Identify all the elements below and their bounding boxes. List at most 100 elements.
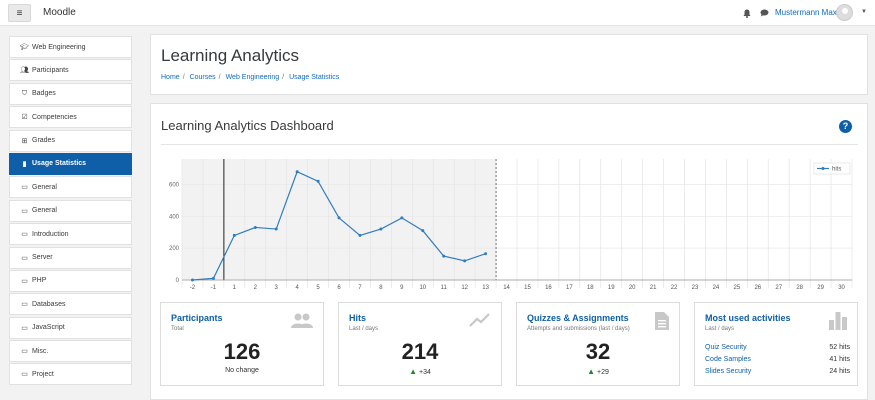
- sidebar-item-participants[interactable]: 👥︎ Participants: [9, 59, 132, 82]
- card-title[interactable]: Quizzes & Assignments: [527, 313, 629, 323]
- sidebar-item-label: PHP: [32, 277, 47, 285]
- x-tick-label: 4: [295, 285, 299, 291]
- sidebar-item-general[interactable]: ▭ General: [9, 176, 132, 199]
- card-title[interactable]: Participants: [171, 313, 223, 323]
- x-tick-label: 9: [400, 285, 404, 291]
- data-point: [442, 254, 446, 258]
- data-point: [211, 276, 215, 280]
- check-square-icon: ☑: [21, 114, 28, 122]
- sidebar-item-competencies[interactable]: ☑ Competencies: [9, 106, 132, 129]
- users-icon: [291, 313, 313, 328]
- sidebar-item-label: Web Engineering: [32, 43, 86, 51]
- breadcrumb-separator: /: [282, 74, 285, 81]
- data-point: [190, 278, 194, 282]
- sidebar-item-javascript[interactable]: ▭ JavaScript: [9, 316, 132, 339]
- folder-icon: ▭: [21, 254, 28, 262]
- bell-icon[interactable]: [743, 9, 751, 18]
- activity-hits: 41 hits: [829, 356, 850, 363]
- arrow-up-icon: ▲: [409, 367, 418, 376]
- sidebar-item-server[interactable]: ▭ Server: [9, 246, 132, 269]
- course-sidebar: 🎓︎ Web Engineering 👥︎ Participants ⛉ Badges…: [9, 36, 132, 400]
- page-title: Learning Analytics: [161, 46, 299, 65]
- sidebar-item-misc[interactable]: ▭ Misc.: [9, 340, 132, 363]
- sidebar-item-label: Participants: [32, 66, 69, 74]
- activity-hits: 24 hits: [829, 368, 850, 375]
- x-tick-label: 26: [754, 285, 761, 291]
- data-point: [316, 179, 320, 183]
- sidebar-item-label: Introduction: [32, 230, 69, 238]
- x-tick-label: 14: [503, 285, 510, 291]
- sidebar-item-label: General: [32, 183, 57, 191]
- hits-count: 214: [401, 339, 439, 364]
- divider: [161, 144, 858, 145]
- activities-card: Most used activities Last / days Quiz Se…: [694, 302, 858, 386]
- user-name[interactable]: Mustermann Max: [775, 8, 837, 17]
- sidebar-item-php[interactable]: ▭ PHP: [9, 269, 132, 292]
- x-tick-label: 25: [734, 285, 741, 291]
- x-tick-label: 13: [482, 285, 489, 291]
- x-tick-label: 23: [692, 285, 699, 291]
- folder-icon: ▭: [21, 277, 28, 285]
- sidebar-item-label: Databases: [32, 300, 66, 308]
- card-title[interactable]: Most used activities: [705, 313, 791, 323]
- x-tick-label: 24: [713, 285, 720, 291]
- folder-icon: ▭: [21, 207, 28, 215]
- data-point: [421, 229, 425, 233]
- participants-card: Participants Total 126 No change: [160, 302, 324, 386]
- sidebar-item-usage-statistics[interactable]: ▮ Usage Statistics: [9, 152, 132, 175]
- breadcrumb-course[interactable]: Web Engineering: [225, 74, 280, 81]
- hits-card: Hits Last / days 214 ▲ +34: [338, 302, 502, 386]
- activity-name[interactable]: Code Samples: [705, 356, 751, 363]
- sidebar-item-label: Project: [32, 370, 54, 378]
- sidebar-item-label: Usage Statistics: [32, 160, 87, 168]
- activity-name[interactable]: Quiz Security: [705, 344, 747, 351]
- x-tick-label: 16: [545, 285, 552, 291]
- sidebar-item-grades[interactable]: ⊞ Grades: [9, 129, 132, 152]
- sidebar-item-databases[interactable]: ▭ Databases: [9, 293, 132, 316]
- x-tick-label: 1: [233, 285, 237, 291]
- activity-row: Slides Security 24 hits: [705, 368, 850, 375]
- sidebar-item-project[interactable]: ▭ Project: [9, 363, 132, 386]
- x-tick-label: 2: [254, 285, 258, 291]
- card-title[interactable]: Hits: [349, 313, 367, 323]
- breadcrumb-home[interactable]: Home: [161, 74, 180, 81]
- quizzes-card: Quizzes & Assignments Attempts and submi…: [516, 302, 680, 386]
- sidebar-item-label: General: [32, 207, 57, 215]
- sidebar-item-introduction[interactable]: ▭ Introduction: [9, 223, 132, 246]
- sidebar-item-web-engineering[interactable]: 🎓︎ Web Engineering: [9, 36, 132, 58]
- sidebar-item-general-2[interactable]: ▭ General: [9, 199, 132, 222]
- site-brand[interactable]: Moodle: [43, 7, 76, 18]
- bar-chart-icon: ▮: [22, 160, 27, 168]
- activity-name[interactable]: Slides Security: [705, 368, 752, 375]
- hamburger-icon[interactable]: ≡: [8, 4, 31, 22]
- breadcrumb-current[interactable]: Usage Statistics: [289, 74, 340, 81]
- x-tick-label: 19: [608, 285, 615, 291]
- quizzes-count: 32: [585, 339, 611, 364]
- breadcrumb-courses[interactable]: Courses: [189, 74, 216, 81]
- x-tick-label: -1: [211, 285, 217, 291]
- x-tick-label: 12: [461, 285, 468, 291]
- legend-box: [813, 162, 851, 175]
- top-navbar: ≡ Moodle Mustermann Max ▼: [0, 0, 875, 26]
- avatar[interactable]: [836, 4, 853, 21]
- data-point: [337, 216, 341, 220]
- chevron-down-icon[interactable]: ▼: [861, 9, 867, 15]
- participants-count: 126: [223, 339, 261, 364]
- x-tick-label: 11: [441, 285, 448, 291]
- sidebar-item-label: Grades: [32, 137, 55, 145]
- data-point: [400, 216, 404, 220]
- x-tick-label: 7: [358, 285, 362, 291]
- help-icon[interactable]: ?: [839, 120, 852, 133]
- x-tick-label: -2: [190, 285, 196, 291]
- data-point: [463, 259, 467, 263]
- sidebar-item-label: Badges: [32, 90, 56, 98]
- legend-marker: [821, 167, 825, 170]
- chat-icon[interactable]: [760, 9, 769, 17]
- x-tick-label: 8: [379, 285, 383, 291]
- sidebar-item-badges[interactable]: ⛉ Badges: [9, 82, 132, 105]
- bar-chart-icon: [829, 312, 847, 330]
- sidebar-item-label: Misc.: [32, 347, 49, 355]
- y-tick-label: 400: [169, 214, 180, 220]
- x-tick-label: 18: [587, 285, 594, 291]
